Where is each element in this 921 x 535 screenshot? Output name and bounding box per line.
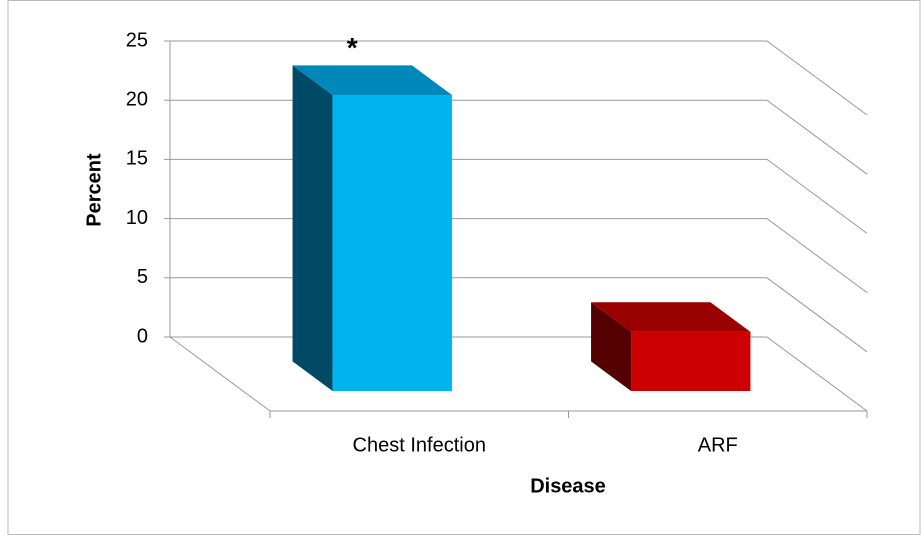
annotation: * — [347, 32, 358, 63]
bar — [631, 331, 751, 392]
floor-edge — [169, 336, 271, 412]
bar — [332, 95, 452, 392]
y-tick-label: 20 — [126, 88, 148, 110]
bar-top — [591, 302, 751, 332]
bar-side — [591, 302, 632, 392]
chart-frame — [7, 0, 921, 535]
x-axis-title: Disease — [530, 475, 606, 497]
y-tick-label: 15 — [126, 148, 148, 170]
y-tick-label: 5 — [137, 266, 148, 288]
grid-line — [170, 40, 868, 116]
x-tick-label: Chest Infection — [353, 434, 486, 456]
x-tick-label: ARF — [698, 434, 738, 456]
y-tick-label: 25 — [126, 29, 148, 51]
bar-side — [292, 65, 333, 392]
bar-top — [292, 65, 452, 96]
y-tick-label: 10 — [126, 207, 148, 229]
y-axis-title: Percent — [83, 153, 105, 227]
y-tick-label: 0 — [137, 325, 148, 347]
